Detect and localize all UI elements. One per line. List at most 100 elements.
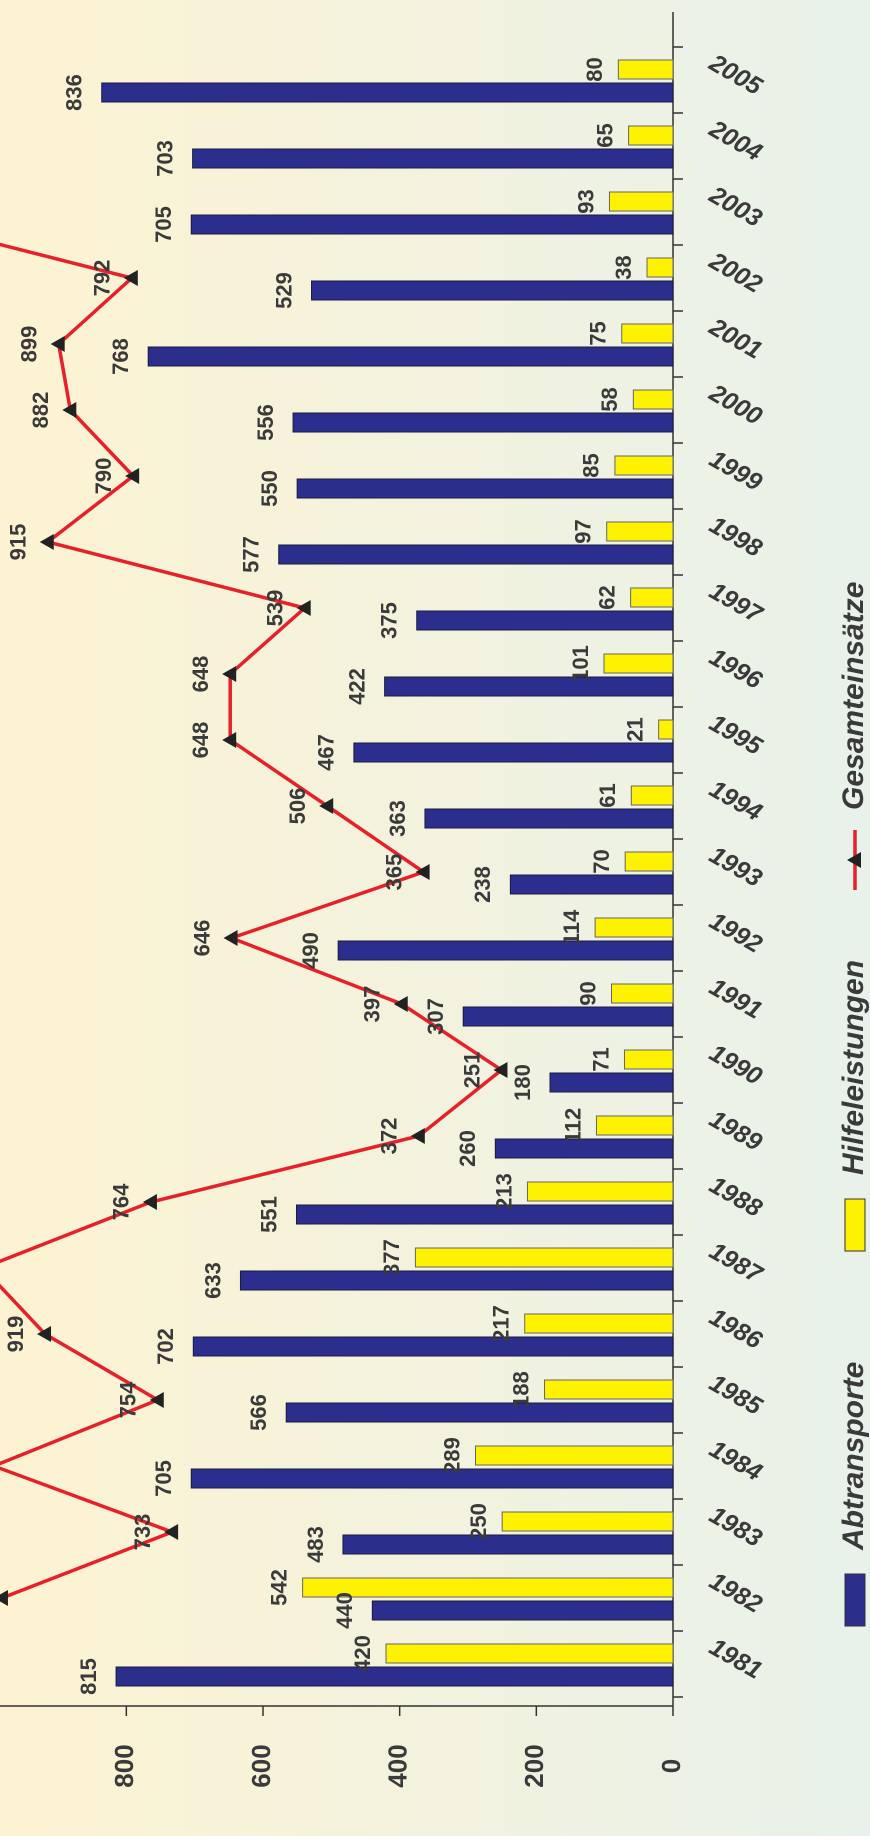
line-point-marker <box>222 732 237 748</box>
value-tick-label: 800 <box>109 1744 139 1787</box>
data-label-hilfeleistungen: 188 <box>508 1371 533 1408</box>
bar-hilfeleistungen <box>595 1115 674 1136</box>
bar-abtransporte <box>192 148 674 169</box>
data-label-abtransporte: 551 <box>256 1196 281 1233</box>
data-label-gesamteinsaetze: 372 <box>377 1118 402 1155</box>
bar-abtransporte <box>278 544 674 565</box>
bar-hilfeleistungen <box>614 455 674 476</box>
data-label-abtransporte: 550 <box>257 470 282 507</box>
data-label-gesamteinsaetze: 539 <box>262 590 287 627</box>
data-label-abtransporte: 815 <box>76 1658 101 1695</box>
data-label-hilfeleistungen: 21 <box>622 717 647 741</box>
data-label-abtransporte: 633 <box>200 1262 225 1299</box>
value-tick-label: 0 <box>656 1759 686 1773</box>
data-label-abtransporte: 483 <box>303 1526 328 1563</box>
data-label-abtransporte: 375 <box>377 602 402 639</box>
data-label-gesamteinsaetze: 915 <box>6 524 31 561</box>
line-point-marker <box>222 666 237 682</box>
data-label-abtransporte: 238 <box>470 866 495 903</box>
line-point-marker <box>39 534 54 550</box>
bar-abtransporte <box>296 478 674 499</box>
line-point-marker <box>319 798 334 814</box>
line-point-marker <box>149 1392 164 1408</box>
bar-abtransporte <box>337 940 674 961</box>
bar-hilfeleistungen <box>621 323 674 344</box>
bar-abtransporte <box>190 214 674 235</box>
data-label-hilfeleistungen: 71 <box>588 1047 613 1071</box>
bar-abtransporte <box>292 412 674 433</box>
bar-abtransporte <box>147 346 674 367</box>
data-label-gesamteinsaetze: 251 <box>459 1052 484 1089</box>
bar-hilfeleistungen <box>501 1511 674 1532</box>
line-point-marker <box>142 1194 157 1210</box>
data-label-hilfeleistungen: 38 <box>611 255 636 279</box>
bar-hilfeleistungen <box>526 1181 674 1202</box>
value-tick-label: 200 <box>519 1744 549 1787</box>
line-point-marker <box>393 996 408 1012</box>
bar-abtransporte <box>371 1600 674 1621</box>
bar-hilfeleistungen <box>594 917 674 938</box>
bar-hilfeleistungen <box>414 1247 674 1268</box>
value-tick-label: 400 <box>383 1744 413 1787</box>
data-label-abtransporte: 705 <box>151 206 176 243</box>
legend-swatch <box>844 1198 866 1252</box>
data-label-hilfeleistungen: 420 <box>350 1635 375 1672</box>
data-label-abtransporte: 702 <box>153 1328 178 1365</box>
data-label-hilfeleistungen: 80 <box>582 57 607 81</box>
line-point-marker <box>164 1524 179 1540</box>
data-label-abtransporte: 703 <box>152 140 177 177</box>
data-label-abtransporte: 180 <box>510 1064 535 1101</box>
bar-abtransporte <box>353 742 674 763</box>
data-label-hilfeleistungen: 93 <box>573 189 598 213</box>
data-label-gesamteinsaetze: 365 <box>381 854 406 891</box>
bar-hilfeleistungen <box>606 521 674 542</box>
data-label-gesamteinsaetze: 764 <box>109 1183 134 1220</box>
line-point-marker <box>50 336 65 352</box>
data-label-gesamteinsaetze: 882 <box>28 392 53 429</box>
line-point-marker <box>410 1128 425 1144</box>
data-label-hilfeleistungen: 250 <box>466 1503 491 1540</box>
bar-hilfeleistungen <box>302 1577 674 1598</box>
line-point-marker <box>0 1590 8 1606</box>
bar-hilfeleistungen <box>385 1643 674 1664</box>
data-label-hilfeleistungen: 85 <box>579 453 604 477</box>
bar-hilfeleistungen <box>658 719 674 740</box>
bar-hilfeleistungen <box>544 1379 674 1400</box>
line-point-marker <box>296 600 311 616</box>
legend-label: Gesamteinsätze <box>837 582 870 810</box>
bar-abtransporte <box>192 1336 674 1357</box>
bar-abtransporte <box>190 1468 674 1489</box>
bar-abtransporte <box>424 808 674 829</box>
line-point-marker <box>37 1326 52 1342</box>
data-label-hilfeleistungen: 114 <box>559 909 584 945</box>
bar-hilfeleistungen <box>646 257 674 278</box>
data-label-hilfeleistungen: 58 <box>597 387 622 411</box>
bar-hilfeleistungen <box>623 1049 674 1070</box>
value-tick-label: 600 <box>246 1744 276 1787</box>
data-label-abtransporte: 705 <box>151 1460 176 1497</box>
data-label-abtransporte: 566 <box>246 1394 271 1431</box>
bar-abtransporte <box>509 874 674 895</box>
legend-label: Abtransporte <box>837 1362 870 1551</box>
data-label-abtransporte: 467 <box>314 734 339 771</box>
legend-label: Hilfeleistungen <box>837 960 870 1175</box>
line-point-marker <box>125 468 140 484</box>
bar-hilfeleistungen <box>630 785 674 806</box>
data-label-gesamteinsaetze: 397 <box>360 986 385 1023</box>
bar-hilfeleistungen <box>603 653 674 674</box>
data-label-hilfeleistungen: 213 <box>491 1173 516 1210</box>
data-label-hilfeleistungen: 90 <box>575 981 600 1005</box>
bar-abtransporte <box>549 1072 674 1093</box>
bar-hilfeleistungen <box>524 1313 674 1334</box>
line-point-marker <box>493 1062 508 1078</box>
data-label-gesamteinsaetze: 733 <box>130 1514 155 1551</box>
data-label-gesamteinsaetze: 646 <box>189 920 214 957</box>
legend-swatch-marker <box>847 852 861 868</box>
data-label-abtransporte: 363 <box>385 800 410 837</box>
data-label-hilfeleistungen: 289 <box>439 1437 464 1474</box>
data-label-hilfeleistungen: 61 <box>595 783 620 807</box>
data-label-gesamteinsaetze: 790 <box>91 458 116 495</box>
data-label-hilfeleistungen: 101 <box>568 645 593 682</box>
data-label-hilfeleistungen: 75 <box>586 321 611 345</box>
